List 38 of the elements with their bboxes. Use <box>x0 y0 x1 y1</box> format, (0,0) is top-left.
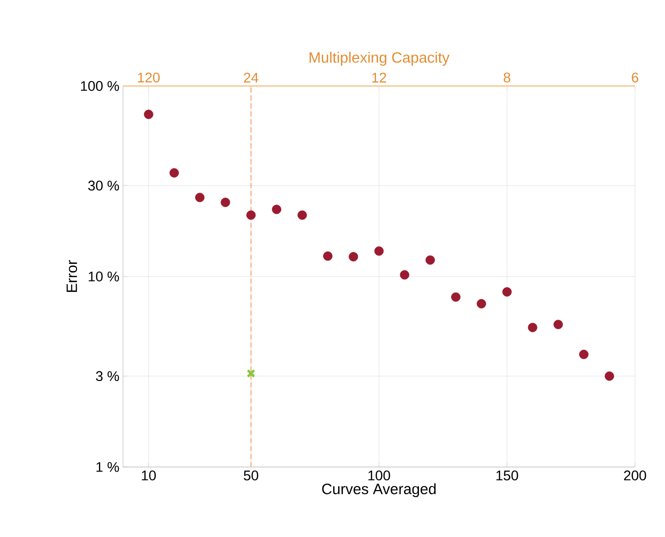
x-tick-label: 100 <box>368 470 390 480</box>
y-axis-title: Error <box>66 260 78 292</box>
x-tick-label: 10 <box>142 470 156 480</box>
point <box>272 204 282 214</box>
point <box>195 192 204 202</box>
y-tick-label: 10 % <box>88 272 119 282</box>
y-tick-label: 3 % <box>96 371 119 382</box>
point <box>374 246 384 256</box>
text: 12 <box>372 72 386 82</box>
point <box>246 210 256 220</box>
point <box>502 287 512 297</box>
point <box>476 299 486 308</box>
x-tick-label: 200 <box>624 470 646 480</box>
point <box>246 368 256 378</box>
y-tick-label: 30 % <box>88 180 119 191</box>
point <box>528 322 538 332</box>
point <box>426 255 435 265</box>
point <box>604 371 614 381</box>
point <box>579 350 588 360</box>
point <box>323 251 332 261</box>
point <box>400 270 410 280</box>
point <box>348 252 358 262</box>
text: 8 <box>504 72 510 82</box>
point <box>170 168 179 178</box>
text: 120 <box>138 72 160 82</box>
y-tick-label: 100 % <box>80 81 119 91</box>
point <box>451 292 460 302</box>
point <box>144 110 154 120</box>
x-tick-label: 150 <box>496 470 518 480</box>
x2-axis-title: Multiplexing Capacity <box>310 52 450 66</box>
point <box>298 210 307 220</box>
point <box>554 320 563 330</box>
text: 6 <box>632 72 638 82</box>
x-tick-label: 50 <box>244 470 258 480</box>
y-tick-label: 1 % <box>96 462 119 472</box>
point <box>220 198 230 208</box>
text: 24 <box>244 72 258 82</box>
x-axis-title: Curves Averaged <box>322 483 436 498</box>
